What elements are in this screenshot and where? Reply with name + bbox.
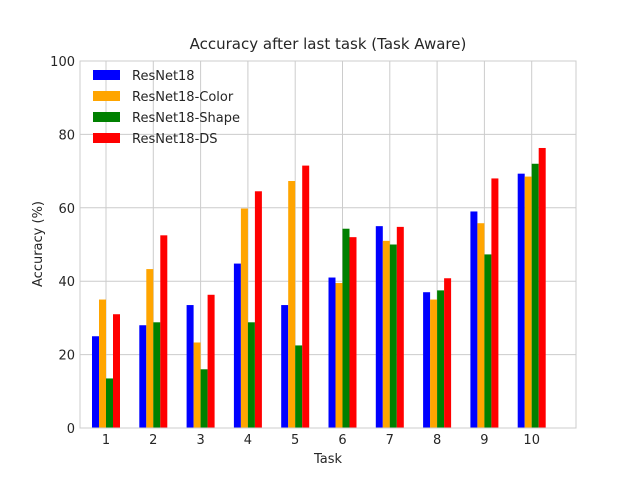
bar [92, 336, 99, 428]
bar [477, 223, 485, 428]
legend-entry: ResNet18-DS [132, 132, 218, 147]
bar [295, 345, 303, 428]
legend-swatch [93, 91, 120, 101]
bar [517, 173, 525, 428]
bar [193, 342, 201, 428]
legend-swatch [93, 133, 120, 143]
x-axis-label: Task [313, 452, 343, 467]
bar [240, 208, 248, 428]
bar [302, 165, 310, 428]
bar [153, 322, 161, 428]
bar [396, 226, 404, 428]
bar [160, 235, 168, 428]
y-tick-labels: 0 20 40 60 80 100 [50, 55, 75, 437]
bar [106, 378, 113, 428]
x-tick-label: 6 [338, 433, 346, 448]
bar [207, 294, 215, 428]
legend: ResNet18 ResNet18-Color ResNet18-Shape ResN… [93, 69, 240, 147]
x-tick-label: 4 [244, 433, 252, 448]
bar [375, 226, 383, 428]
legend-swatch [93, 112, 120, 122]
bar [437, 290, 445, 429]
bar [538, 147, 546, 429]
y-tick-label: 60 [58, 202, 75, 217]
bar [146, 269, 154, 428]
bar [233, 263, 241, 428]
chart-title: Accuracy after last task (Task Aware) [190, 35, 467, 53]
bar [423, 292, 431, 428]
legend-entry: ResNet18-Shape [132, 111, 240, 126]
bar [99, 299, 106, 428]
bar [484, 254, 492, 428]
bar [470, 211, 478, 428]
legend-swatch [93, 70, 120, 80]
legend-entry: ResNet18 [132, 69, 195, 84]
x-tick-label: 2 [149, 433, 157, 448]
bar [491, 178, 499, 428]
y-tick-label: 100 [50, 55, 75, 70]
bar [524, 176, 532, 428]
bar [389, 244, 397, 428]
bar [382, 240, 390, 428]
y-tick-label: 20 [58, 349, 75, 364]
bar [200, 369, 208, 428]
x-tick-label: 10 [523, 433, 540, 448]
plot-frame [79, 60, 577, 429]
x-tick-label: 3 [196, 433, 204, 448]
bar [531, 163, 539, 428]
x-tick-label: 1 [102, 433, 110, 448]
x-tick-label: 7 [386, 433, 394, 448]
y-tick-label: 80 [58, 128, 75, 143]
bar [342, 228, 350, 428]
bar [349, 237, 357, 428]
bar [328, 277, 336, 428]
x-tick-label: 9 [480, 433, 488, 448]
y-tick-label: 0 [67, 422, 75, 437]
y-axis-label: Accuracy (%) [31, 201, 46, 287]
bar [186, 305, 194, 428]
x-tick-label: 5 [291, 433, 299, 448]
x-tick-labels: 1 2 3 4 5 6 7 8 9 10 [102, 433, 540, 448]
bar [139, 325, 147, 428]
bars [92, 147, 546, 429]
legend-entry: ResNet18-Color [132, 90, 234, 105]
bar [335, 283, 343, 428]
bar [281, 305, 289, 428]
bar [444, 278, 452, 428]
bar [254, 191, 262, 428]
bar [113, 314, 120, 428]
x-tick-label: 8 [433, 433, 441, 448]
y-tick-label: 40 [58, 275, 75, 290]
bar [247, 322, 255, 428]
bar [288, 181, 296, 428]
bar [430, 299, 438, 428]
